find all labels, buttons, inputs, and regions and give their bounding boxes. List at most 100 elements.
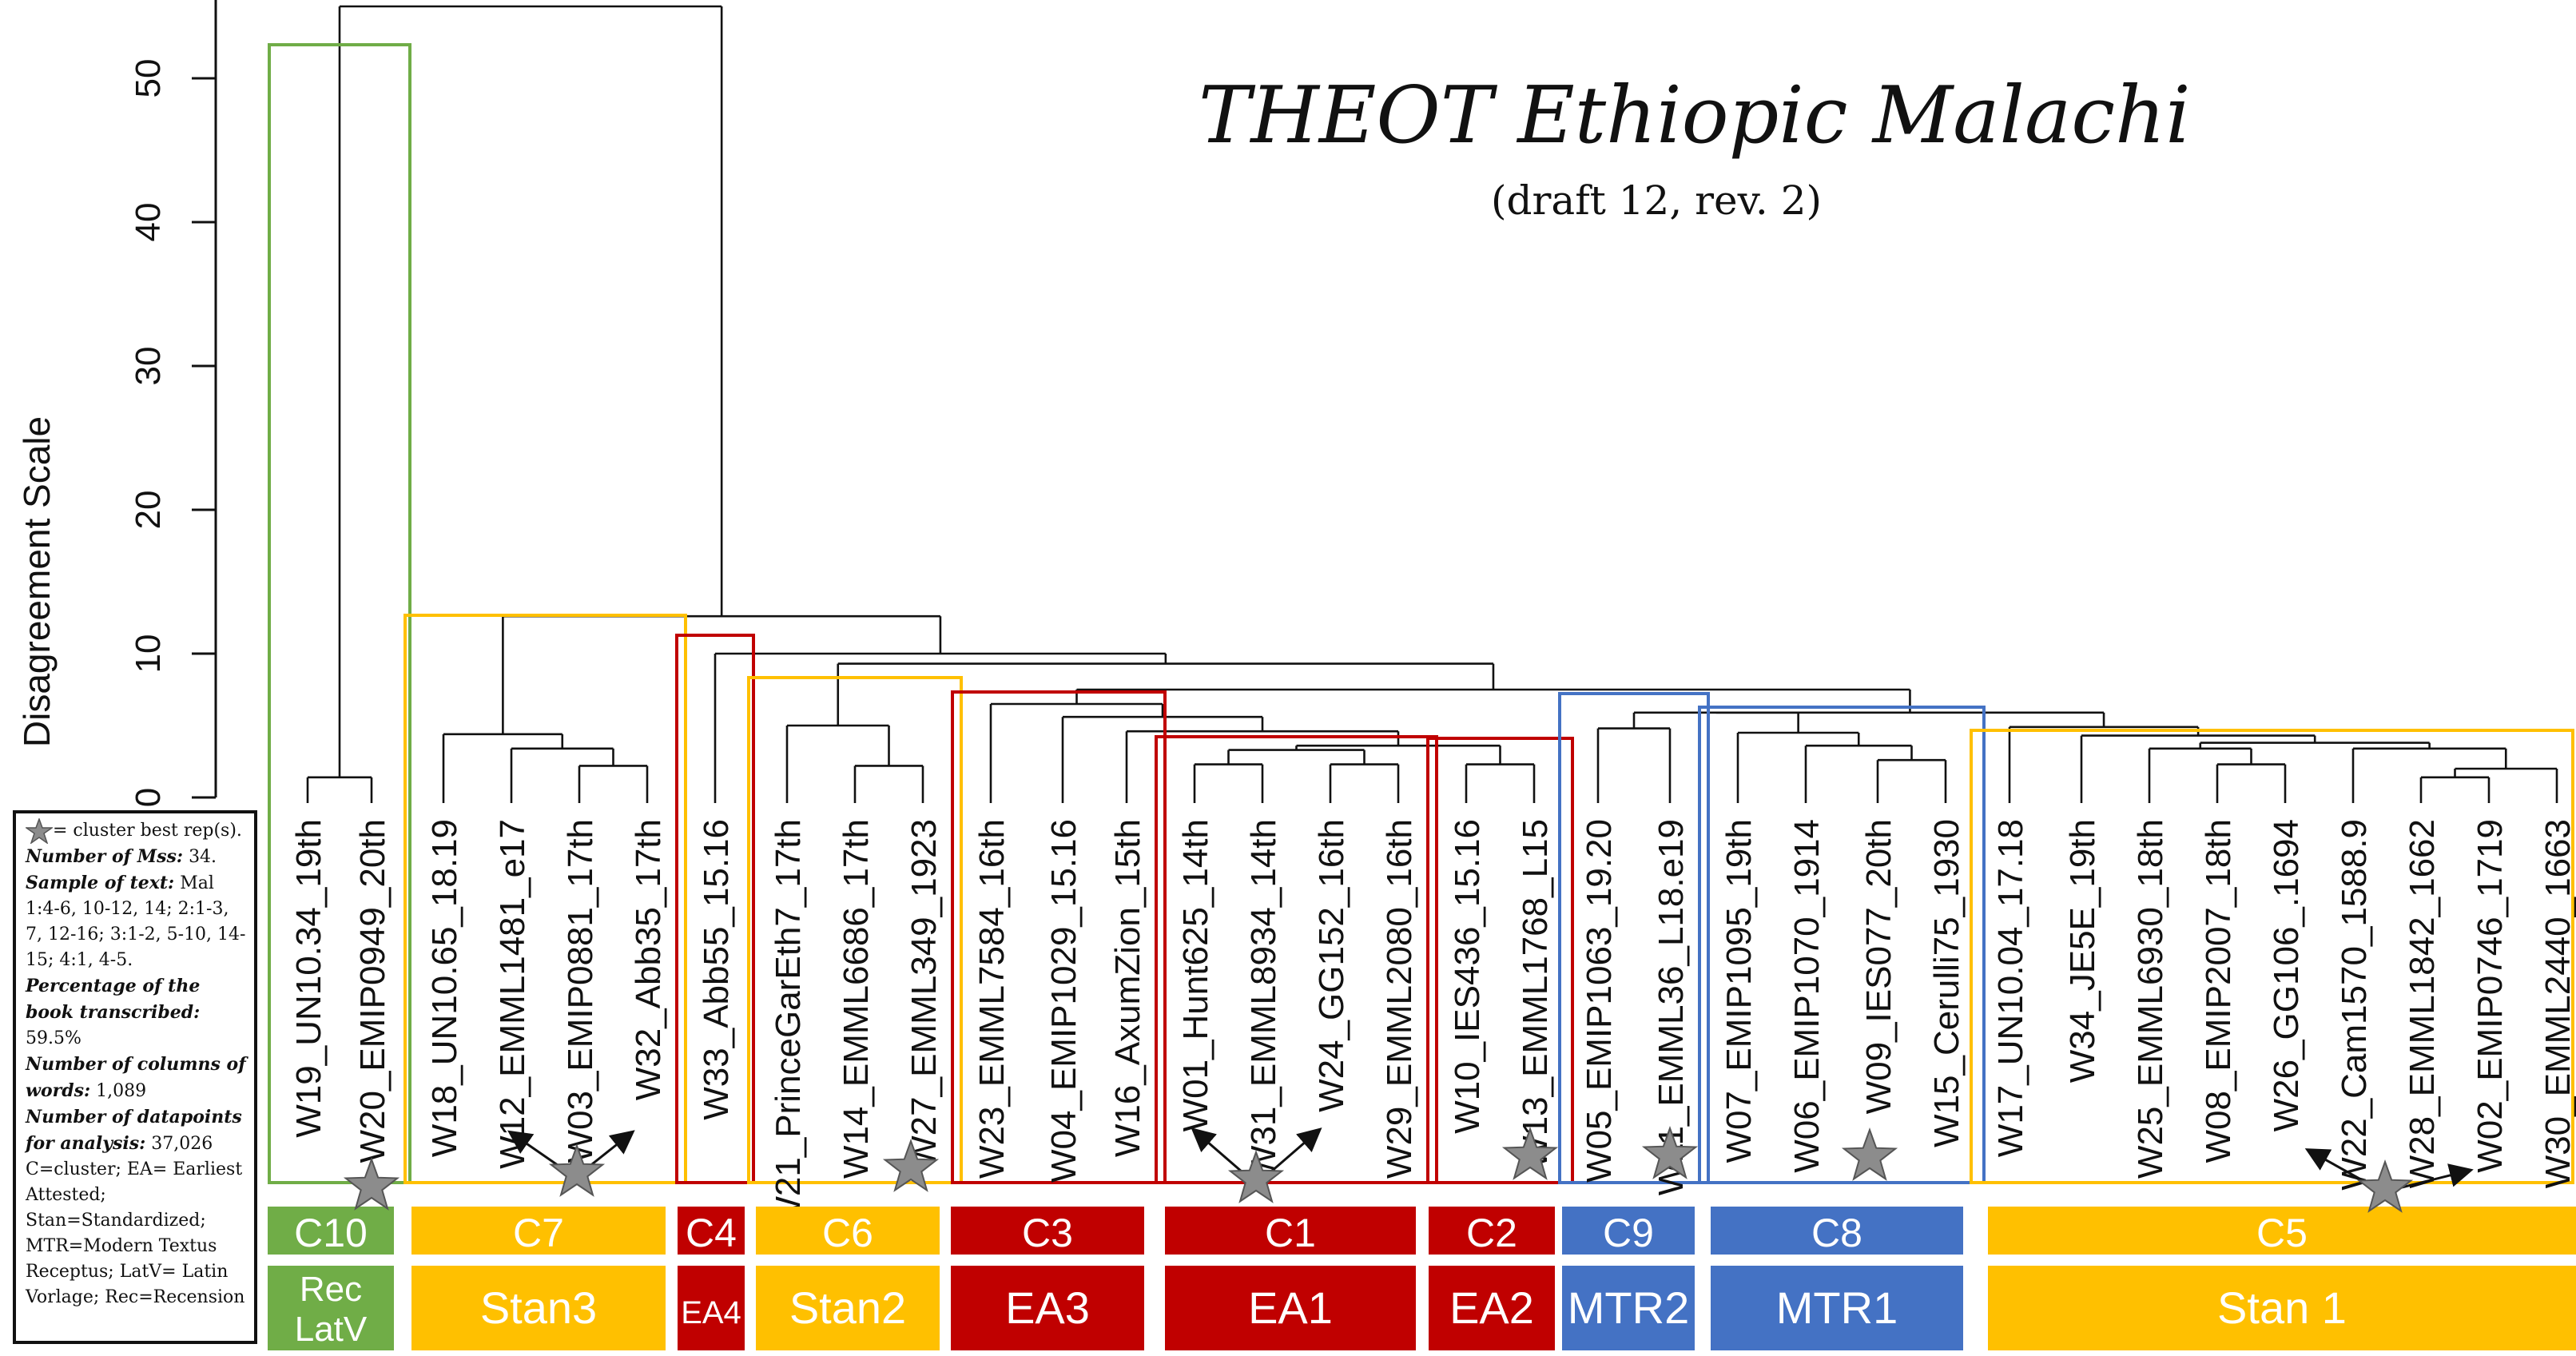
cluster-label: C2 [1466,1211,1517,1255]
legend-cols-label: Number of columns of words: [26,1054,246,1101]
cluster-label: C6 [822,1211,873,1255]
group-label: EA1 [1248,1282,1333,1333]
group-label: Stan 1 [2217,1282,2347,1333]
leaf-label: W25_EMML6930_18th [2131,819,2170,1179]
leaf-label: W30_EMML2440_1663 [2538,819,2576,1188]
legend-abbreviations: C=cluster; EA= Earliest Attested; Stan=S… [26,1159,245,1307]
leaf-label: W34_JE5E_19th [2063,819,2102,1083]
group-bar-c7 [411,1266,666,1350]
leaf-label: W26_GG106_.1694 [2267,819,2306,1131]
star-icon [548,1143,606,1197]
group-label: EA4 [681,1295,741,1330]
leaf-label: W15_Cerulli75_1930 [1927,819,1966,1147]
leaf-label: W23_EMML7584_16th [972,819,1012,1179]
group-label: MTR2 [1568,1282,1689,1333]
group-bar-c8 [1711,1266,1963,1350]
leaf-label: W19_UN10.34_19th [289,819,328,1138]
leaf-label: W28_EMML1842_1662 [2403,819,2442,1188]
dendrogram-tree [306,5,2558,803]
leaf-label: W06_EMIP1070_1914 [1787,819,1827,1173]
leaf-label: W33_Abb55_15.16 [697,819,736,1120]
leaf-label: W03_EMIP0881_17th [561,819,600,1163]
leaf-label: W31_EMML8934_14th [1244,819,1283,1179]
y-tick-label: 30 [129,347,168,386]
cluster-bar-c4 [678,1207,745,1255]
leaf-label: W24_GG152_16th [1312,819,1351,1112]
legend-pct-value: 59.5% [26,1028,81,1048]
group-bar-c10 [268,1266,394,1350]
cluster-box-c1 [1155,735,1438,1184]
leaf-label: W12_EMML1481_e17 [493,819,532,1169]
cluster-bar-c10 [268,1207,394,1255]
leaf-label: W27_EMML349_1923 [904,819,944,1169]
leaf-label: W05_EMIP1063_19.20 [1580,819,1619,1183]
y-tick-label: 40 [129,203,168,242]
leaf-label: W01_Hunt625_14th [1176,819,1215,1131]
leaf-label: W08_EMIP2007_18th [2199,819,2238,1163]
star-icon [2356,1159,2414,1213]
legend-cols-value: 1,089 [96,1081,147,1101]
cluster-label: C4 [686,1211,737,1255]
group-label: Stan3 [480,1282,597,1333]
cluster-label: C8 [1811,1211,1862,1255]
cluster-box-c3 [951,690,1167,1184]
legend-mss-label: Number of Mss: [26,846,184,867]
cluster-box-c6 [747,676,963,1184]
group-bar-c6 [756,1266,940,1350]
leaf-label: W16_AxumZion_15th [1108,819,1147,1157]
cluster-bar-c3 [951,1207,1144,1255]
legend-sample-value: Mal 1:4-6, 10-12, 14; 2:1-3, 7, 12-16; 3… [26,873,246,970]
group-label: EA3 [1005,1282,1090,1333]
y-tick-label: 0 [129,788,168,807]
legend-sample-label: Sample of text: [26,873,175,893]
legend-dp-label: Number of datapoints for analysis: [26,1107,242,1154]
leaf-label: W10_IES436_15.16 [1448,819,1487,1134]
cluster-box-c9 [1558,692,1710,1184]
leaf-label: W02_EMIP0746_1719 [2471,819,2510,1173]
group-label: Rec [300,1270,362,1309]
group-bar-c4 [678,1266,745,1350]
y-tick-label: 10 [129,634,168,674]
group-label: MTR1 [1776,1282,1898,1333]
cluster-box-c5 [1970,729,2574,1184]
star-icon [26,818,53,844]
cluster-bar-c7 [411,1207,666,1255]
group-bar-c3 [951,1266,1144,1350]
legend-dp-value: 37,026 [151,1134,213,1154]
leaf-label: W09_IES077_20th [1859,819,1898,1114]
star-icon [343,1157,400,1211]
cluster-bar-c5 [1988,1207,2576,1255]
group-bar-c9 [1562,1266,1695,1350]
cluster-bar-c9 [1562,1207,1695,1255]
y-axis-label: Disagreement Scale [16,416,58,747]
y-axis: 0 10 20 30 40 50 Disagreement Scale [16,0,217,807]
leaf-label: W04_EMIP1029_15.16 [1044,819,1083,1183]
star-icon [1227,1150,1285,1203]
cluster-box-c8 [1698,706,1986,1184]
cluster-label: C3 [1022,1211,1073,1255]
cluster-bar-c8 [1711,1207,1963,1255]
cluster-bar-c1 [1165,1207,1416,1255]
leaf-label: W14_EMML6686_17th [837,819,876,1179]
cluster-box-c2 [1426,737,1574,1184]
page-subtitle: (draft 12, rev. 2) [1491,177,1823,224]
leaf-labels: W19_UN10.34_19th W20_EMIP0949_20th W18_UN1… [289,819,2576,1230]
group-label: LatV [295,1310,368,1349]
leaf-label: W20_EMIP0949_20th [353,819,392,1163]
leaf-label: W17_UN10.04_17.18 [1991,819,2030,1157]
cluster-label: C1 [1265,1211,1316,1255]
cluster-label: C10 [294,1211,368,1255]
group-label: EA2 [1449,1282,1534,1333]
cluster-box-c4 [675,634,755,1184]
star-icon [882,1139,940,1192]
legend-box: = cluster best rep(s). Number of Mss: 34… [13,810,257,1344]
cluster-label: C7 [513,1211,564,1255]
cluster-boxes [268,43,2574,1184]
leaf-label: W18_UN10.65_18.19 [425,819,464,1157]
page-title: THEOT Ethiopic Malachi [1199,70,2191,161]
leaf-label: W07_EMIP1095_19th [1719,819,1759,1163]
leaf-label: W21_PrinceGarEth7_17th [769,819,808,1230]
cluster-box-c7 [403,614,687,1184]
star-icon [1841,1127,1898,1181]
